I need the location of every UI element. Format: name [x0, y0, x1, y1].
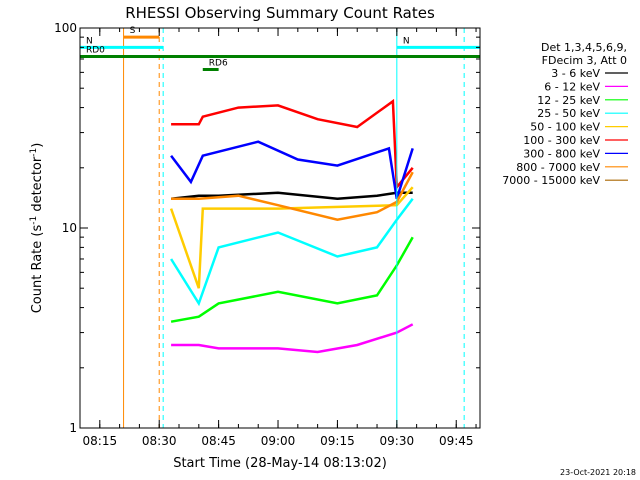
annotation-label-4: RD6 — [209, 59, 228, 69]
series-line-3 — [170, 198, 414, 307]
y-axis-label-sup1: -1 — [29, 216, 39, 225]
annotation-label-3: RD0 — [86, 46, 105, 56]
legend-label-5: 100 - 300 keV — [523, 134, 600, 147]
axis-layer: 08:15 08:30 08:45 09:00 09:15 09:30 09:45 1 10 10… — [54, 21, 481, 448]
legend-label-1: 6 - 12 keV — [544, 80, 600, 93]
legend-header-line-2: FDecim 3, Att 0 — [542, 54, 627, 67]
x-axis-label: Start Time (28-May-14 08:13:02) — [173, 456, 387, 471]
series-line-0 — [170, 191, 413, 201]
series-line-4 — [169, 186, 414, 289]
x-tick-label-5: 09:30 — [380, 434, 415, 448]
x-tick-label-3: 09:00 — [261, 434, 296, 448]
footer-timestamp: 23-Oct-2021 20:18 — [560, 468, 636, 477]
x-tick-label-2: 08:45 — [201, 434, 236, 448]
legend-label-8: 7000 - 15000 keV — [502, 174, 600, 187]
x-tick-label-6: 09:45 — [439, 434, 474, 448]
annotation-label-0: S — [130, 26, 136, 36]
series-line-6 — [170, 140, 414, 200]
legend-header-line-1: Det 1,3,4,5,6,9, — [541, 41, 627, 54]
x-tick-label-1: 08:30 — [142, 434, 177, 448]
y-axis-label-tail: detector — [30, 156, 45, 216]
y-tick-label-2: 100 — [54, 21, 77, 35]
legend-label-6: 300 - 800 keV — [523, 147, 600, 160]
series-line-1 — [171, 323, 414, 354]
legend: Det 1,3,4,5,6,9, FDecim 3, Att 0 3 - 6 k… — [502, 41, 628, 187]
series-line-5 — [171, 98, 414, 191]
series-line-7 — [171, 171, 414, 221]
legend-label-4: 50 - 100 keV — [530, 121, 600, 134]
legend-label-0: 3 - 6 keV — [551, 67, 600, 80]
y-axis-label: Count Rate (s-1 detector-1) — [29, 143, 45, 314]
y-axis-label-main: Count Rate (s — [30, 225, 45, 314]
y-tick-label-1: 10 — [62, 221, 77, 235]
annotation-label-2: N — [403, 36, 410, 46]
series-layer — [169, 98, 414, 354]
series-line-2 — [170, 236, 414, 323]
legend-label-7: 800 - 7000 keV — [516, 161, 600, 174]
chart-title: RHESSI Observing Summary Count Rates — [125, 4, 435, 22]
y-axis-label-sup2: -1 — [29, 148, 39, 157]
y-tick-label-0: 1 — [69, 421, 77, 435]
legend-label-2: 12 - 25 keV — [537, 94, 600, 107]
legend-label-3: 25 - 50 keV — [537, 107, 600, 120]
y-axis-label-end: ) — [30, 143, 45, 148]
x-tick-label-4: 09:15 — [320, 434, 355, 448]
x-tick-label-0: 08:15 — [83, 434, 118, 448]
annotation-label-1: N — [86, 36, 93, 46]
